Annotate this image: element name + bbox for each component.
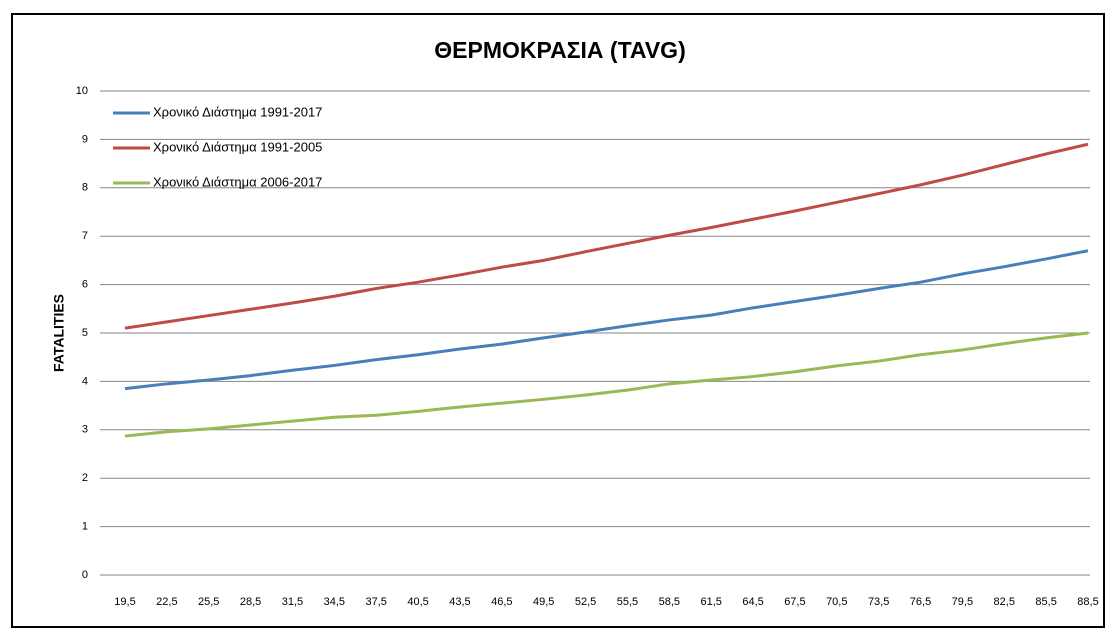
y-tick-label: 10 <box>76 85 88 97</box>
y-tick-label: 8 <box>82 182 88 194</box>
y-tick-label: 9 <box>82 133 88 145</box>
x-tick-label: 85,5 <box>1035 596 1056 608</box>
x-tick-label: 28,5 <box>240 596 261 608</box>
x-tick-label: 64,5 <box>742 596 763 608</box>
x-tick-label: 22,5 <box>156 596 177 608</box>
x-tick-label: 55,5 <box>617 596 638 608</box>
y-tick-label: 0 <box>82 569 88 581</box>
x-tick-label: 43,5 <box>449 596 470 608</box>
y-tick-label: 6 <box>82 279 88 291</box>
x-tick-label: 58,5 <box>659 596 680 608</box>
x-tick-label: 25,5 <box>198 596 219 608</box>
legend-label: Χρονικό Διάστημα 2006-2017 <box>153 174 322 189</box>
x-tick-label: 67,5 <box>784 596 805 608</box>
x-tick-label: 52,5 <box>575 596 596 608</box>
x-tick-label: 49,5 <box>533 596 554 608</box>
y-tick-label: 2 <box>82 472 88 484</box>
x-tick-label: 76,5 <box>910 596 931 608</box>
x-tick-label: 73,5 <box>868 596 889 608</box>
series-line <box>124 142 1089 330</box>
y-tick-label: 4 <box>82 375 88 387</box>
x-tick-label: 19,5 <box>114 596 135 608</box>
legend-label: Χρονικό Διάστημα 1991-2005 <box>153 139 322 154</box>
y-tick-label: 7 <box>82 230 88 242</box>
x-tick-label: 31,5 <box>282 596 303 608</box>
x-tick-label: 40,5 <box>407 596 428 608</box>
x-tick-label: 46,5 <box>491 596 512 608</box>
x-tick-label: 70,5 <box>826 596 847 608</box>
x-tick-label: 88,5 <box>1077 596 1098 608</box>
legend-label: Χρονικό Διάστημα 1991-2017 <box>153 104 322 119</box>
y-tick-label: 1 <box>82 521 88 533</box>
y-tick-label: 3 <box>82 424 88 436</box>
y-tick-label: 5 <box>82 327 88 339</box>
x-tick-label: 37,5 <box>366 596 387 608</box>
x-tick-label: 79,5 <box>952 596 973 608</box>
series-line <box>124 249 1089 391</box>
chart-frame <box>11 13 1105 628</box>
chart-title: ΘΕΡΜΟΚΡΑΣΙΑ (TAVG) <box>434 37 685 63</box>
x-tick-label: 34,5 <box>324 596 345 608</box>
y-axis-label: FATALITIES <box>51 294 67 372</box>
x-tick-label: 82,5 <box>994 596 1015 608</box>
series-line <box>124 331 1089 438</box>
x-tick-label: 61,5 <box>700 596 721 608</box>
